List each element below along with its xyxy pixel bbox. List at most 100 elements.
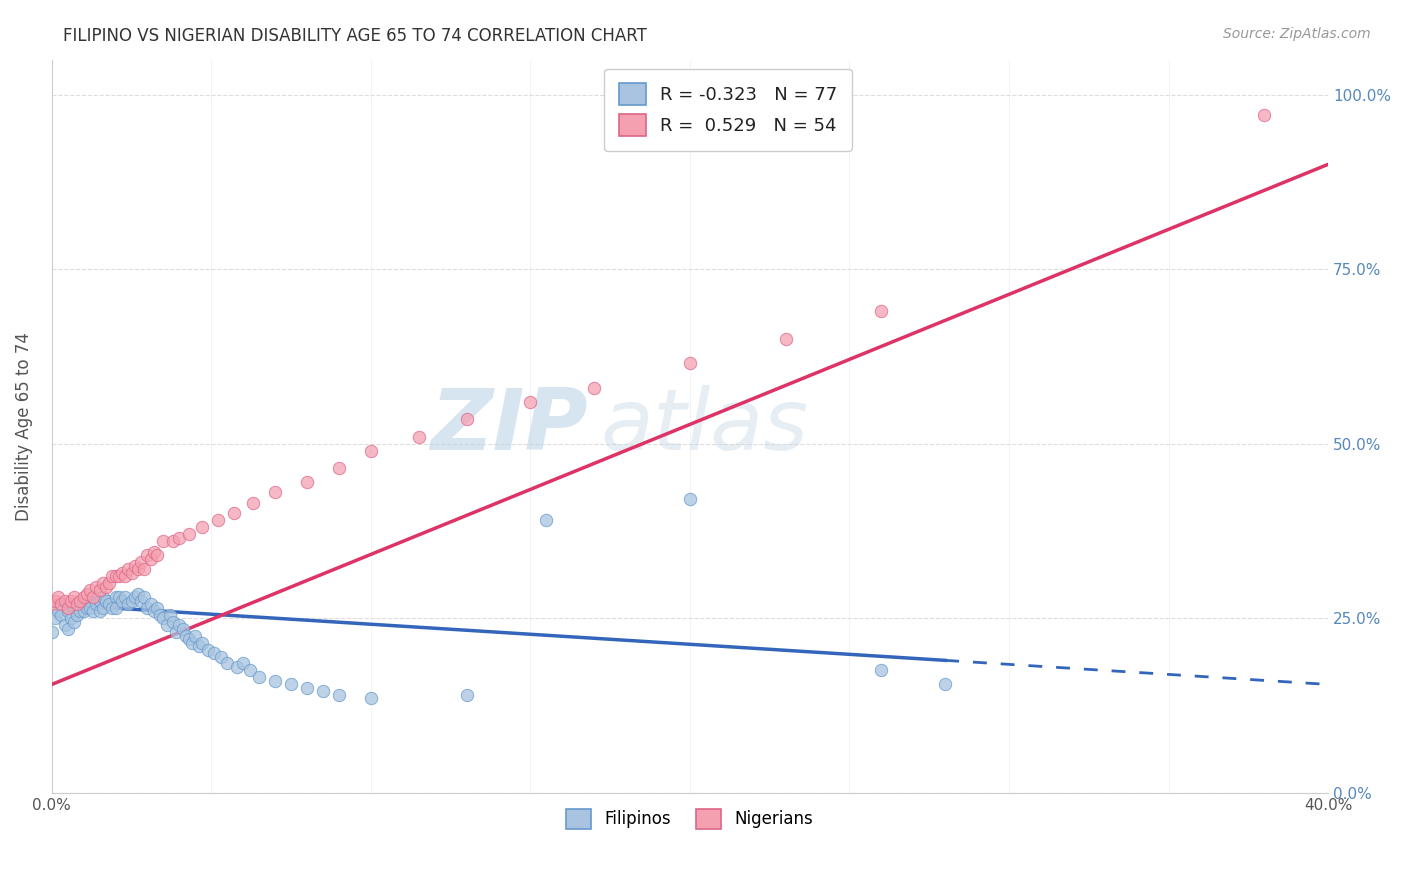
Point: [127, 587, 149, 601]
Text: atlas: atlas: [600, 384, 808, 467]
Point: [264, 673, 287, 688]
Point: [117, 562, 139, 576]
Point: [146, 600, 169, 615]
Text: Source: ZipAtlas.com: Source: ZipAtlas.com: [1223, 27, 1371, 41]
Point: [583, 381, 606, 395]
Point: [114, 569, 136, 583]
Point: [101, 569, 124, 583]
Point: [69, 593, 91, 607]
Point: [239, 664, 262, 678]
Point: [91, 600, 114, 615]
Point: [76, 587, 98, 601]
Point: [156, 618, 179, 632]
Point: [209, 649, 232, 664]
Point: [165, 625, 187, 640]
Point: [679, 356, 702, 370]
Point: [360, 691, 382, 706]
Point: [264, 485, 287, 500]
Point: [456, 688, 478, 702]
Point: [76, 593, 98, 607]
Point: [152, 611, 174, 625]
Point: [242, 496, 264, 510]
Point: [82, 590, 104, 604]
Point: [162, 615, 184, 629]
Point: [146, 549, 169, 563]
Point: [456, 412, 478, 426]
Point: [408, 429, 430, 443]
Point: [63, 600, 86, 615]
Point: [86, 580, 108, 594]
Point: [51, 597, 73, 611]
Point: [66, 597, 89, 611]
Point: [870, 664, 893, 678]
Point: [44, 593, 66, 607]
Point: [114, 590, 136, 604]
Point: [679, 492, 702, 507]
Point: [82, 604, 104, 618]
Point: [172, 622, 194, 636]
Point: [91, 576, 114, 591]
Point: [136, 600, 159, 615]
Point: [94, 593, 117, 607]
Point: [775, 332, 797, 346]
Point: [79, 593, 101, 607]
Point: [104, 600, 127, 615]
Point: [1253, 108, 1275, 122]
Point: [73, 597, 96, 611]
Point: [295, 681, 318, 695]
Point: [56, 604, 79, 618]
Point: [127, 562, 149, 576]
Legend: Filipinos, Nigerians: Filipinos, Nigerians: [560, 802, 820, 836]
Point: [44, 611, 66, 625]
Point: [204, 646, 226, 660]
Point: [53, 618, 76, 632]
Point: [159, 607, 181, 622]
Point: [82, 590, 104, 604]
Point: [89, 583, 111, 598]
Point: [142, 545, 165, 559]
Point: [136, 549, 159, 563]
Point: [79, 583, 101, 598]
Point: [53, 593, 76, 607]
Point: [139, 597, 162, 611]
Point: [104, 590, 127, 604]
Point: [124, 590, 146, 604]
Point: [360, 443, 382, 458]
Point: [107, 569, 129, 583]
Point: [222, 507, 245, 521]
Point: [121, 593, 143, 607]
Text: ZIP: ZIP: [430, 384, 588, 467]
Point: [134, 590, 156, 604]
Point: [91, 590, 114, 604]
Point: [104, 569, 127, 583]
Point: [73, 604, 96, 618]
Point: [295, 475, 318, 489]
Point: [66, 607, 89, 622]
Point: [217, 657, 239, 671]
Point: [232, 657, 254, 671]
Point: [169, 531, 191, 545]
Point: [174, 629, 197, 643]
Point: [134, 562, 156, 576]
Point: [190, 520, 212, 534]
Point: [247, 670, 270, 684]
Point: [181, 635, 204, 649]
Point: [187, 639, 209, 653]
Point: [46, 590, 69, 604]
Point: [59, 593, 82, 607]
Point: [121, 566, 143, 580]
Point: [111, 566, 134, 580]
Point: [312, 684, 335, 698]
Point: [117, 597, 139, 611]
Point: [129, 593, 152, 607]
Point: [94, 580, 117, 594]
Point: [169, 618, 191, 632]
Point: [89, 604, 111, 618]
Point: [98, 576, 121, 591]
Point: [139, 551, 162, 566]
Point: [79, 600, 101, 615]
Point: [328, 461, 350, 475]
Point: [162, 534, 184, 549]
Point: [934, 677, 956, 691]
Point: [177, 527, 200, 541]
